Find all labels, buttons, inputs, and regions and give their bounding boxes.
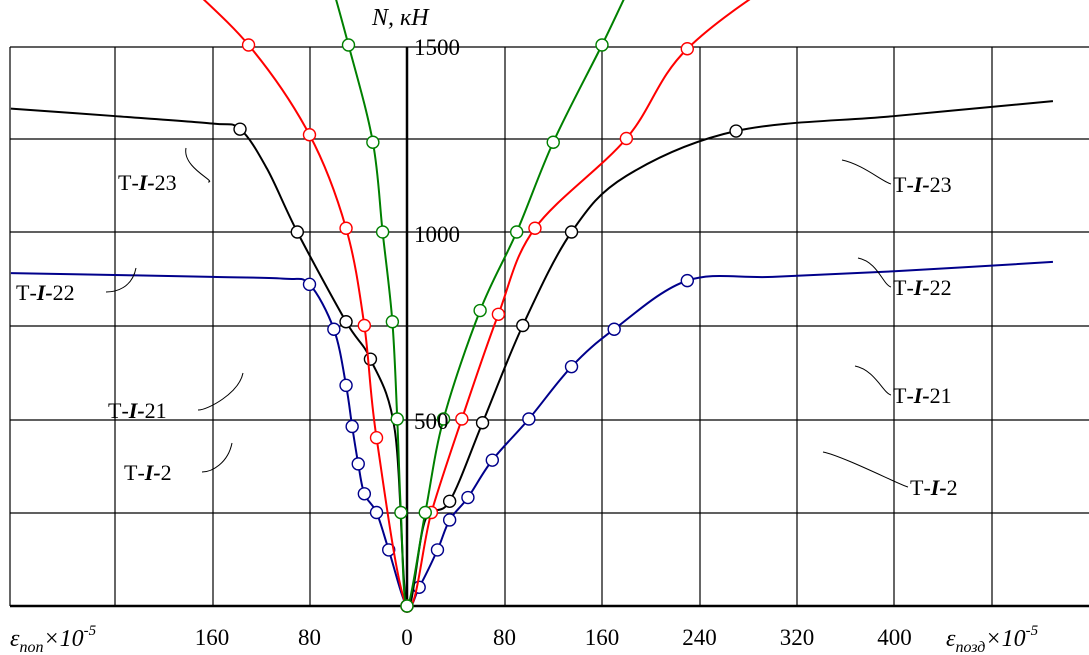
label-leader-line xyxy=(857,257,892,288)
x-axis-title-left: εпоп×10-5 xyxy=(10,623,97,655)
series-group xyxy=(10,0,1054,613)
x-axis-title-right-base: ε xyxy=(946,626,956,652)
x-tick-label: 160 xyxy=(585,625,620,650)
data-point xyxy=(369,431,384,445)
label-leader-line xyxy=(105,267,137,293)
x-axis-title-right-sup: -5 xyxy=(1026,623,1039,639)
data-point xyxy=(345,419,359,434)
data-point xyxy=(400,599,414,613)
series-line xyxy=(10,260,1053,609)
data-point xyxy=(475,416,490,430)
x-tick-label: 80 xyxy=(298,625,321,650)
data-point xyxy=(351,457,365,471)
label-leader-line xyxy=(197,372,244,411)
label-leader-line xyxy=(854,365,892,396)
data-point xyxy=(442,513,457,527)
data-point xyxy=(509,225,524,239)
data-point xyxy=(461,490,475,505)
x-tick-label: 240 xyxy=(682,625,717,650)
data-point xyxy=(390,412,404,426)
data-point xyxy=(369,505,384,520)
x-tick-label: 0 xyxy=(401,625,413,650)
label-leader-line xyxy=(841,159,892,185)
tick-labels: 160800801602403204005001000150020002500 xyxy=(195,35,912,650)
data-point xyxy=(564,225,579,239)
data-point xyxy=(473,303,487,318)
data-point xyxy=(455,412,469,426)
data-point xyxy=(607,322,621,336)
data-point xyxy=(357,318,372,333)
x-tick-label: 400 xyxy=(877,625,912,650)
series-Т-I-2 xyxy=(10,260,1053,613)
y-tick-label: 1500 xyxy=(414,35,460,60)
series-label: Т-I-22 xyxy=(16,280,75,305)
data-point xyxy=(680,273,695,288)
x-axis-title-left-mult: ×10 xyxy=(43,626,83,652)
data-point xyxy=(595,38,609,52)
series-label: Т-I-21 xyxy=(108,398,167,423)
x-tick-label: 160 xyxy=(195,625,230,650)
data-point xyxy=(366,135,380,149)
series-Т-I-23 xyxy=(335,0,625,613)
data-point xyxy=(680,42,695,56)
data-point xyxy=(327,322,341,336)
data-point xyxy=(528,221,542,235)
x-axis-title-left-sub: поп xyxy=(19,639,43,655)
series-label: Т-I-2 xyxy=(124,460,172,485)
data-point xyxy=(339,378,353,393)
data-point xyxy=(485,453,500,467)
x-axis-title-right-sub: позд xyxy=(955,639,985,655)
series-label: Т-I-23 xyxy=(893,172,952,197)
data-point xyxy=(418,505,432,520)
data-point xyxy=(357,487,372,501)
data-point xyxy=(394,505,408,520)
x-tick-label: 320 xyxy=(780,625,815,650)
x-axis-title-right: εпозд×10-5 xyxy=(946,623,1039,655)
grid xyxy=(9,46,1089,606)
data-point xyxy=(442,494,457,508)
data-point xyxy=(516,318,530,333)
y-tick-label: 1000 xyxy=(414,222,460,247)
data-point xyxy=(233,122,247,136)
data-point xyxy=(385,315,400,329)
series-label: Т-I-23 xyxy=(118,170,177,195)
label-leader-line xyxy=(201,442,233,473)
series-label: Т-I-2 xyxy=(910,475,958,500)
data-point xyxy=(564,359,579,374)
data-point xyxy=(339,221,353,235)
data-point xyxy=(363,352,378,366)
data-point xyxy=(241,38,256,52)
x-tick-label: 80 xyxy=(493,625,516,650)
data-point xyxy=(382,543,396,557)
y-tick-label: 500 xyxy=(414,409,449,434)
data-point xyxy=(729,124,743,138)
data-point xyxy=(302,128,317,142)
data-point xyxy=(341,38,356,52)
series-label: Т-I-22 xyxy=(893,275,952,300)
x-axis-title-left-sup: -5 xyxy=(84,623,97,639)
y-axis-title: N, кН xyxy=(371,5,430,31)
series-labels: Т-I-2 Т-I-2 Т-I-21 Т-I-21 Т-I-22 Т-I-22 Т-I-23… xyxy=(16,147,958,500)
data-point xyxy=(619,131,634,146)
x-axis-title-left-base: ε xyxy=(10,626,20,652)
series-label: Т-I-21 xyxy=(893,383,952,408)
label-leader-line xyxy=(185,147,211,183)
series-line xyxy=(335,0,625,608)
data-point xyxy=(302,277,317,292)
data-point xyxy=(375,225,390,239)
data-point xyxy=(522,412,536,426)
data-point xyxy=(436,412,451,426)
data-point xyxy=(491,307,506,321)
data-point xyxy=(290,225,305,239)
x-axis-title-right-mult: ×10 xyxy=(985,626,1025,652)
data-point xyxy=(339,315,353,329)
data-point xyxy=(430,543,445,557)
data-point xyxy=(546,135,560,149)
label-leader-line xyxy=(822,451,909,488)
